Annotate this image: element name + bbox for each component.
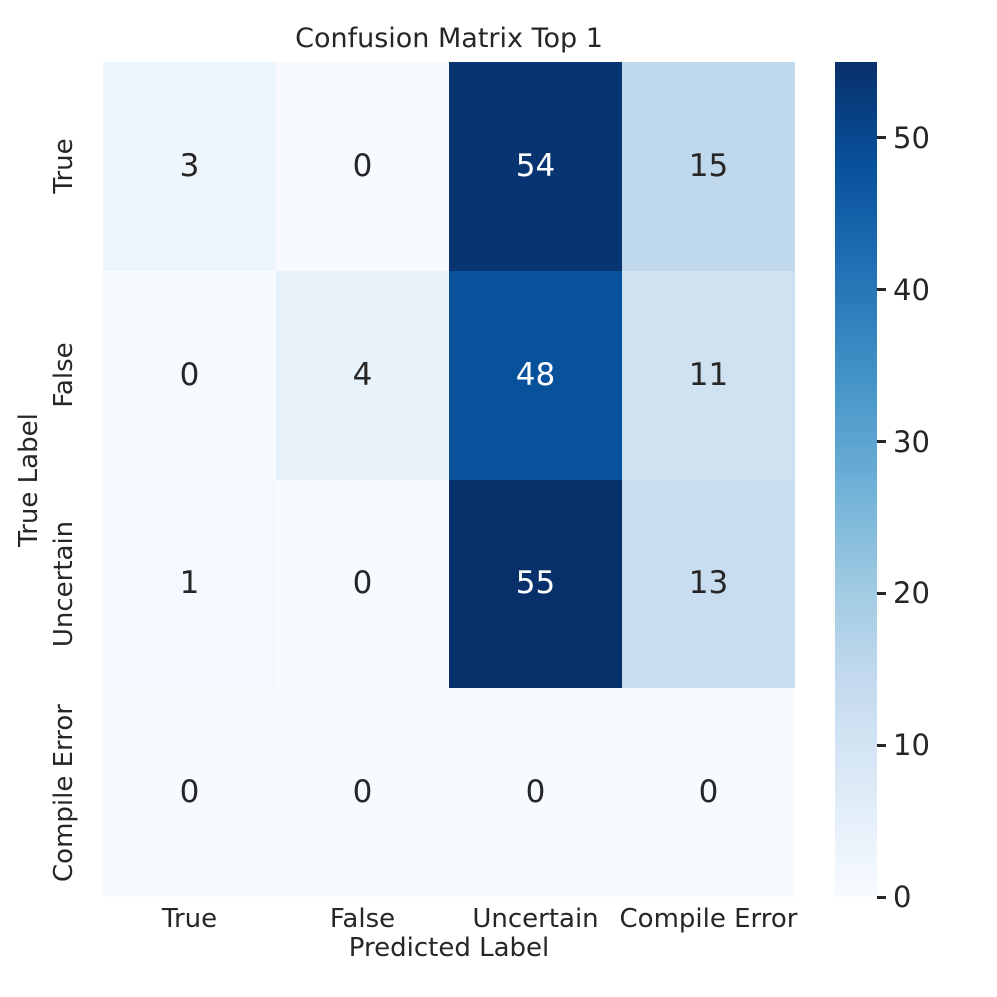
colorbar-tick-label: 0 [893, 880, 912, 914]
y-tick-label: Compile Error [49, 703, 79, 882]
colorbar-tick-label: 50 [893, 120, 930, 155]
colorbar-tick-mark [877, 136, 886, 140]
heatmap-cell-r1c3: 11 [622, 270, 795, 480]
heatmap-cell-r0c3: 15 [622, 62, 795, 271]
x-tick-label: False [329, 904, 396, 934]
heatmap-cell-r1c2: 48 [449, 270, 622, 480]
colorbar-gradient [835, 62, 877, 897]
x-tick-label: True [161, 904, 218, 934]
x-tick-label: Uncertain [472, 904, 599, 934]
y-axis-label: True Label [14, 412, 44, 547]
heatmap-cell-r3c3: 0 [622, 688, 795, 897]
y-tick-label: Uncertain [49, 520, 79, 648]
colorbar-tick-label: 40 [893, 272, 930, 307]
heatmap-cell-r2c2: 55 [449, 479, 622, 689]
heatmap-cell-r0c1: 0 [276, 62, 449, 271]
colorbar-tick-label: 30 [893, 424, 930, 459]
heatmap-cell-r2c1: 0 [276, 479, 449, 689]
heatmap-cell-r3c2: 0 [449, 688, 622, 897]
colorbar-tick-mark [877, 743, 886, 747]
colorbar-tick-mark [877, 288, 886, 292]
heatmap-cell-r1c1: 4 [276, 270, 449, 480]
y-tick-label: False [49, 342, 79, 408]
colorbar-tick-mark [877, 440, 886, 444]
heatmap-cell-r3c0: 0 [103, 688, 276, 897]
heatmap-cell-r0c2: 54 [449, 62, 622, 271]
heatmap-cell-r1c0: 0 [103, 270, 276, 480]
y-tick-label: True [49, 138, 79, 194]
heatmap-cell-r2c0: 1 [103, 479, 276, 689]
colorbar-tick-mark [877, 591, 886, 595]
chart-title: Confusion Matrix Top 1 [295, 23, 603, 54]
x-axis-label: Predicted Label [348, 933, 550, 963]
heatmap-grid: 3 0 54 15 0 4 48 11 1 0 55 13 0 0 0 0 [103, 62, 795, 897]
heatmap-cell-r0c0: 3 [103, 62, 276, 271]
colorbar-tick-label: 20 [893, 576, 930, 611]
colorbar-tick-mark [877, 895, 886, 899]
heatmap-cell-r3c1: 0 [276, 688, 449, 897]
x-tick-label: Compile Error [619, 904, 798, 934]
heatmap-cell-r2c3: 13 [622, 479, 795, 689]
colorbar-tick-label: 10 [893, 728, 930, 763]
